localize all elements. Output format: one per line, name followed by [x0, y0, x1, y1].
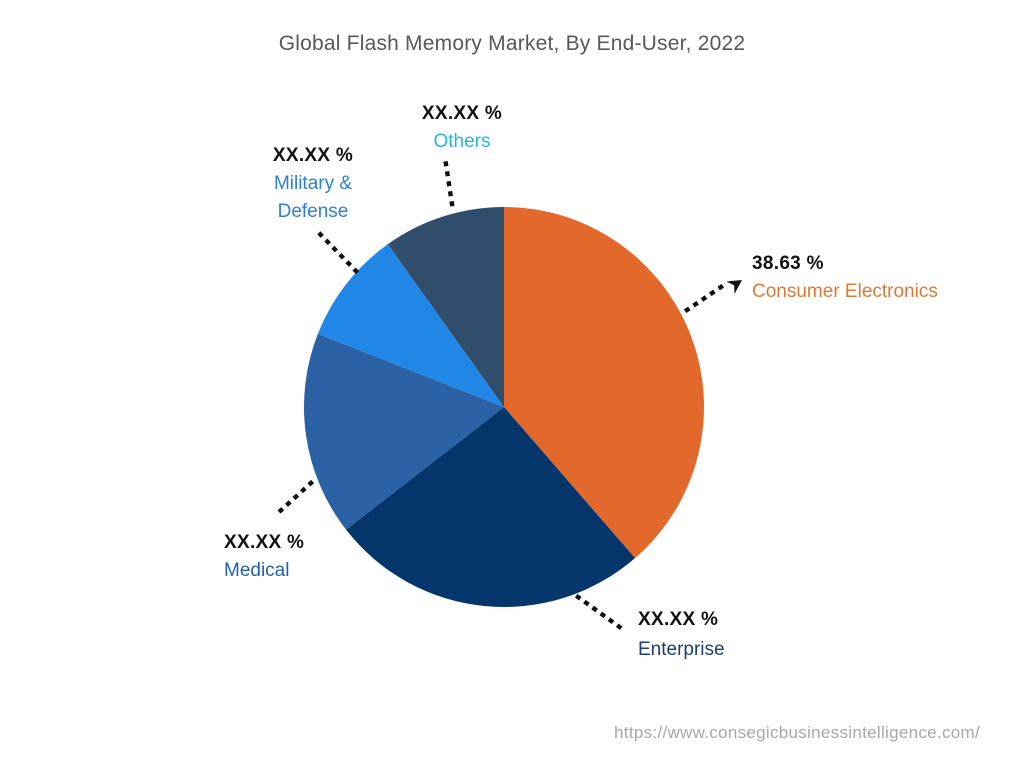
chart-title: Global Flash Memory Market, By End-User,… — [278, 32, 746, 55]
pie-slice-medical — [304, 333, 504, 530]
enterprise-value: XX.XX % — [638, 609, 719, 630]
source-url: https://www.consegicbusinessintelligence… — [614, 723, 980, 742]
others-label: Others — [433, 131, 491, 152]
callout-others: XX.XX % Others — [398, 100, 526, 156]
leader-consumer-electronics — [683, 281, 728, 314]
pie-slices — [304, 206, 705, 607]
military-defense-value: XX.XX % — [272, 145, 354, 166]
pie-slice-others — [387, 207, 504, 407]
medical-value: XX.XX % — [224, 532, 305, 553]
enterprise-label: Enterprise — [638, 639, 725, 660]
leader-medical — [274, 479, 315, 517]
callout-consumer-electronics: 38.63 % Consumer Electronics — [752, 250, 972, 306]
leader-others — [442, 155, 455, 207]
others-value: XX.XX % — [421, 103, 503, 124]
callout-leader-lines — [274, 155, 728, 632]
pie-slice-enterprise — [346, 407, 636, 607]
callout-military-defense: XX.XX % Military & Defense — [248, 142, 378, 226]
arrowhead-consumer-electronics — [726, 280, 742, 294]
callout-enterprise: XX.XX % Enterprise — [638, 605, 778, 665]
callout-medical: XX.XX % Medical — [224, 529, 364, 585]
leader-military-defense — [315, 229, 360, 275]
pie-slice-consumer-electronics — [504, 206, 705, 559]
leader-enterprise — [574, 593, 625, 632]
consumer-electronics-label: Consumer Electronics — [752, 281, 938, 302]
military-defense-label: Military & Defense — [273, 173, 353, 222]
medical-label: Medical — [224, 560, 290, 581]
pie-slice-military-defense — [317, 244, 504, 407]
consumer-electronics-value: 38.63 % — [752, 253, 824, 274]
